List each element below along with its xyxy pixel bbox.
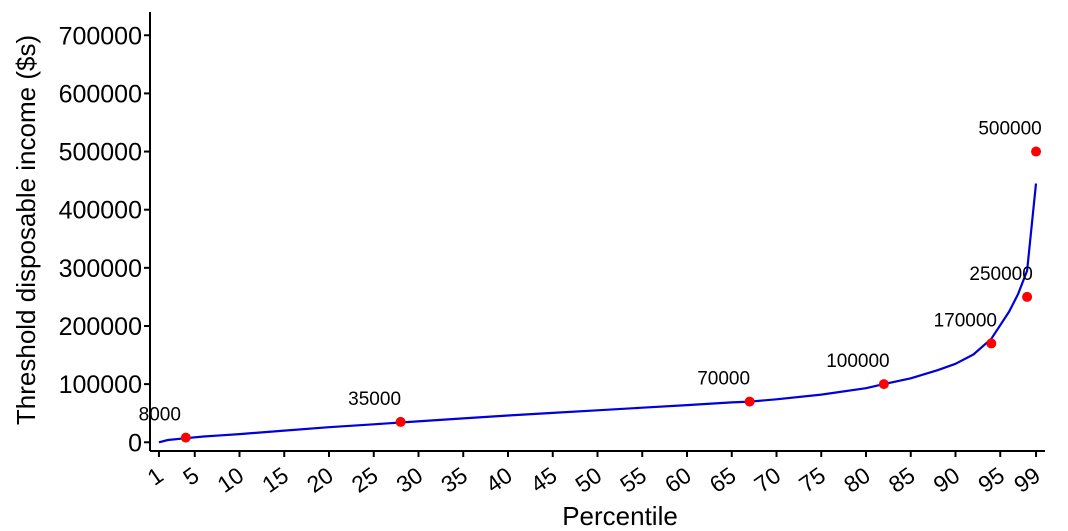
x-tick-label: 30 <box>391 462 427 498</box>
y-tick-label: 600000 <box>59 80 142 108</box>
y-axis-ticks: 0 100000 200000 300000 400000 500000 600000 700… <box>59 22 150 457</box>
x-tick-label: 70 <box>749 462 785 498</box>
x-tick-label: 10 <box>212 462 248 498</box>
x-tick-label: 85 <box>884 462 920 498</box>
data-point <box>1031 146 1042 157</box>
y-tick-label: 100000 <box>59 371 142 399</box>
y-tick-label: 700000 <box>59 22 142 50</box>
data-point <box>986 338 997 349</box>
x-tick-label: 5 <box>178 462 203 491</box>
x-tick-label: 1 <box>142 462 167 491</box>
x-tick-label: 45 <box>526 462 562 498</box>
data-point-label: 170000 <box>934 310 997 331</box>
y-tick-label: 300000 <box>59 255 142 283</box>
x-axis-title: Percentile <box>562 501 678 531</box>
y-tick-label: 200000 <box>59 313 142 341</box>
series-line-0 <box>158 183 1038 444</box>
data-point <box>180 432 191 443</box>
x-tick-label: 35 <box>436 462 472 498</box>
x-tick-label: 95 <box>973 462 1009 498</box>
y-tick-label: 400000 <box>59 197 142 225</box>
x-tick-label: 25 <box>347 462 383 498</box>
x-tick-label: 60 <box>660 462 696 498</box>
data-point <box>744 396 755 407</box>
x-tick-label: 55 <box>615 462 651 498</box>
data-point-label: 250000 <box>969 264 1032 285</box>
data-point-label: 100000 <box>826 351 889 372</box>
x-tick-label: 65 <box>705 462 741 498</box>
x-tick-label: 50 <box>570 462 606 498</box>
data-point <box>1022 291 1033 302</box>
x-tick-label: 15 <box>257 462 293 498</box>
series-lines <box>158 183 1038 444</box>
y-tick-label: 500000 <box>59 139 142 167</box>
x-tick-label: 99 <box>1009 462 1045 498</box>
x-tick-label: 80 <box>839 462 875 498</box>
data-point-label: 500000 <box>978 119 1041 140</box>
y-axis-title: Threshold disposable income ($s) <box>11 35 41 425</box>
x-tick-label: 75 <box>794 462 830 498</box>
x-tick-label: 20 <box>302 462 338 498</box>
data-point <box>395 416 406 427</box>
data-point-label: 70000 <box>697 369 750 390</box>
y-tick-label: 0 <box>128 429 142 457</box>
x-tick-label: 40 <box>481 462 517 498</box>
x-tick-label: 90 <box>928 462 964 498</box>
data-point <box>878 379 889 390</box>
marked-points: 8000 35000 70000 100000 170000 250000 500000 <box>139 119 1042 443</box>
x-axis-ticks: 1 5 10 15 20 25 30 35 40 45 50 55 60 65 70 75 80 85 90 95 99 <box>142 451 1045 498</box>
data-point-label: 35000 <box>348 389 401 410</box>
data-point-label: 8000 <box>139 405 181 426</box>
